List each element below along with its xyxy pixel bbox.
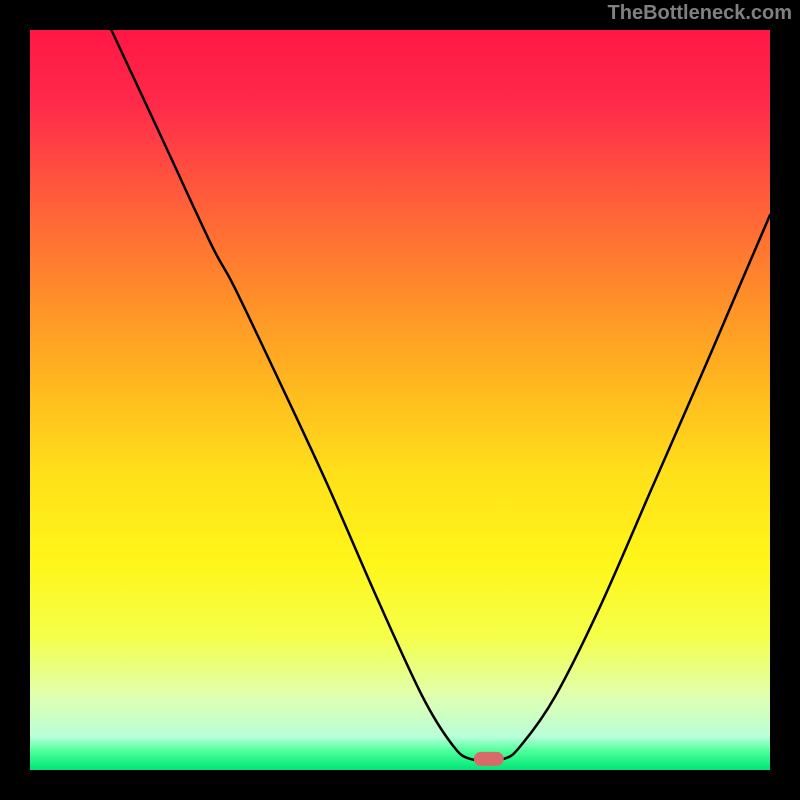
chart-container: TheBottleneck.com: [0, 0, 800, 800]
gradient-background: [30, 30, 770, 770]
watermark-text: TheBottleneck.com: [608, 2, 792, 25]
optimal-point-marker: [474, 752, 504, 766]
bottleneck-curve-plot: [0, 0, 800, 800]
